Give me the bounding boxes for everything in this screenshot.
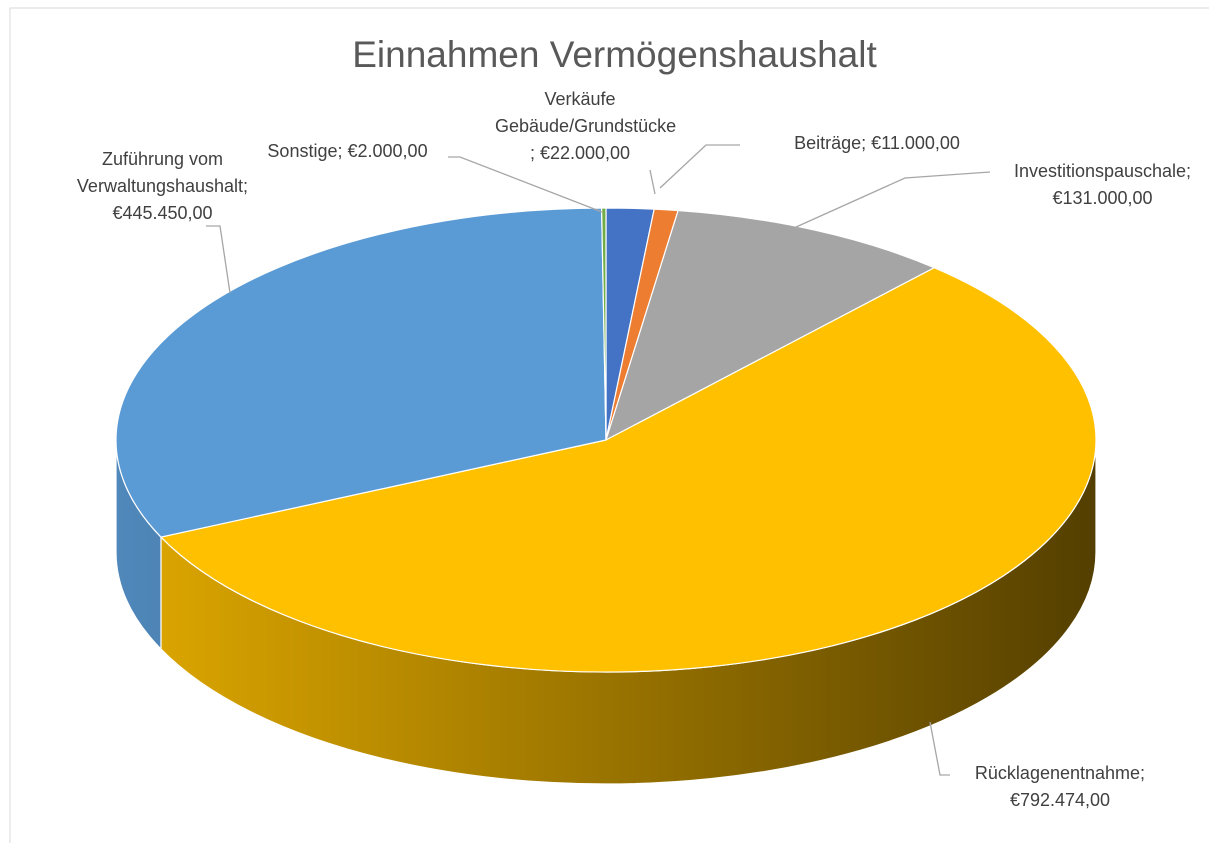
data-label: Beiträge; €11.000,00: [742, 130, 1012, 157]
label-part: Zuführung vom Verwaltungshaushalt: [76, 149, 244, 196]
pie-slice: [601, 207, 607, 441]
label-part: €2.000,00: [347, 141, 428, 161]
label-part: ;: [243, 176, 249, 196]
label-part: ;: [337, 141, 348, 161]
label-part: Rücklagenentnahme: [974, 763, 1141, 783]
leader-line: [206, 225, 231, 294]
label-part: €445.450,00: [112, 203, 213, 223]
data-label: Investitionspauschale; €131.000,00: [985, 158, 1209, 212]
pie-slice: [159, 267, 1097, 673]
leader-line: [649, 169, 656, 195]
data-label: Verkäufe Gebäude/Grundstücke; €22.000,00: [470, 86, 690, 167]
label-part: ;: [861, 133, 872, 153]
label-part: Verkäufe Gebäude/Grundstücke: [495, 89, 677, 136]
label-part: €792.474,00: [1009, 790, 1111, 810]
leader-line: [929, 721, 950, 776]
label-part: Beiträge: [794, 133, 862, 153]
data-label: Zuführung vom Verwaltungshaushalt; €445.…: [50, 146, 275, 227]
label-part: ;: [1140, 763, 1146, 783]
label-part: ;: [1186, 161, 1192, 181]
label-part: Investitionspauschale: [1013, 161, 1187, 181]
label-part: €22.000,00: [539, 143, 631, 163]
leader-line: [659, 144, 740, 189]
chart-title: Einnahmen Vermögenshaushalt: [352, 34, 877, 75]
pie-slice: [604, 209, 936, 442]
leader-line: [448, 156, 603, 213]
label-part: Sonstige: [267, 141, 338, 161]
pie-slice: [115, 207, 607, 538]
data-label: Rücklagenentnahme; €792.474,00: [940, 760, 1180, 814]
label-part: ;: [529, 143, 540, 163]
leader-line: [784, 171, 991, 233]
label-part: €131.000,00: [1052, 188, 1153, 208]
data-label: Sonstige; €2.000,00: [240, 138, 455, 165]
label-part: €11.000,00: [871, 133, 960, 153]
